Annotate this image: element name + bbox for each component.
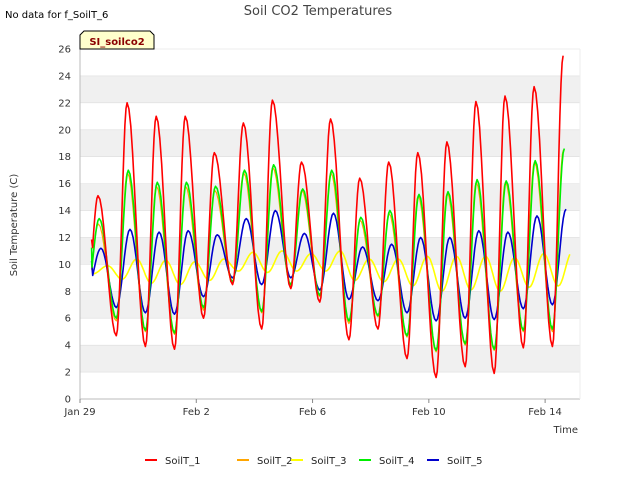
no-data-note: No data for f_SoilT_6 bbox=[5, 10, 108, 21]
x-tick-label: Feb 6 bbox=[299, 407, 326, 418]
legend-label-soilt_5: SoilT_5 bbox=[447, 456, 483, 467]
background-band bbox=[80, 49, 580, 76]
axes bbox=[79, 49, 581, 400]
background-band bbox=[80, 318, 580, 346]
x-tick-label: Feb 10 bbox=[412, 407, 446, 418]
background-band bbox=[80, 264, 580, 292]
series-line-soilt_1 bbox=[90, 55, 564, 379]
y-tick-label: 26 bbox=[58, 45, 71, 56]
y-axis-label: Soil Temperature (C) bbox=[9, 174, 20, 277]
x-axis-ticks: Jan 29 Feb 2 Feb 6 Feb 10 Feb 14 bbox=[63, 399, 562, 418]
y-tick-label: 22 bbox=[58, 98, 71, 109]
legend-label-soilt_4: SoilT_4 bbox=[379, 456, 415, 467]
chart-title: Soil CO2 Temperatures bbox=[244, 4, 393, 19]
site-label-box: SI_soilco2 bbox=[79, 30, 155, 50]
y-tick-label: 16 bbox=[58, 179, 71, 190]
y-tick-label: 6 bbox=[65, 314, 71, 325]
y-tick-label: 8 bbox=[65, 287, 71, 298]
y-tick-label: 14 bbox=[58, 206, 71, 217]
x-tick-label: Feb 2 bbox=[183, 407, 210, 418]
y-tick-label: 18 bbox=[58, 152, 71, 163]
legend-label-soilt_2: SoilT_2 bbox=[257, 456, 293, 467]
y-tick-label: 10 bbox=[58, 260, 71, 271]
x-tick-label: Feb 14 bbox=[528, 407, 562, 418]
site-label: SI_soilco2 bbox=[89, 37, 144, 48]
background-band bbox=[80, 291, 580, 319]
legend: SoilT_1 SoilT_2 SoilT_3 SoilT_4 SoilT_5 bbox=[145, 456, 483, 467]
background-band bbox=[80, 372, 580, 399]
site-label-background bbox=[79, 30, 155, 50]
legend-label-soilt_1: SoilT_1 bbox=[165, 456, 201, 467]
x-axis-label: Time bbox=[553, 425, 578, 436]
y-tick-label: 24 bbox=[58, 71, 71, 82]
y-tick-label: 20 bbox=[58, 125, 71, 136]
background-band bbox=[80, 129, 580, 157]
y-tick-label: 12 bbox=[58, 233, 71, 244]
y-tick-label: 2 bbox=[65, 368, 71, 379]
series-lines bbox=[90, 55, 571, 379]
y-tick-label: 0 bbox=[65, 395, 71, 406]
background-band bbox=[80, 345, 580, 373]
y-tick-label: 4 bbox=[65, 341, 71, 352]
legend-label-soilt_3: SoilT_3 bbox=[311, 456, 347, 467]
background-band bbox=[80, 75, 580, 103]
x-tick-label: Jan 29 bbox=[63, 407, 95, 418]
